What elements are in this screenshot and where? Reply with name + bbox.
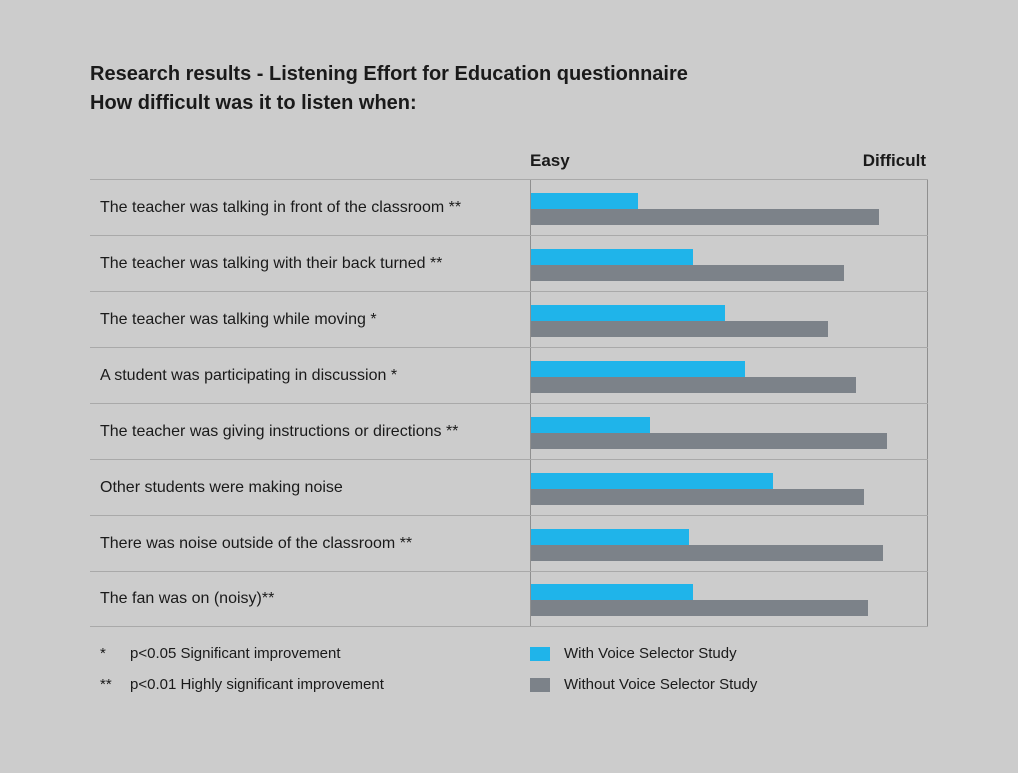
- bar-without: [531, 545, 883, 561]
- chart-footer: * p<0.05 Significant improvement ** p<0.01 …: [90, 645, 928, 707]
- footnote-text: p<0.01 Highly significant improvement: [130, 676, 384, 693]
- footnote: ** p<0.01 Highly significant improvement: [100, 676, 530, 693]
- footnote-mark: **: [100, 676, 120, 693]
- bar-with: [531, 249, 693, 265]
- axis-row: Easy Difficult: [530, 151, 928, 171]
- chart-row: Other students were making noise: [90, 459, 928, 515]
- row-label: The teacher was talking while moving *: [90, 292, 530, 347]
- chart-row: The teacher was talking with their back …: [90, 235, 928, 291]
- row-label: Other students were making noise: [90, 460, 530, 515]
- legend-item: Without Voice Selector Study: [530, 676, 928, 693]
- row-bars: [530, 460, 928, 515]
- legend-swatch: [530, 678, 550, 692]
- row-bars: [530, 292, 928, 347]
- legend: With Voice Selector Study Without Voice S…: [530, 645, 928, 707]
- bar-without: [531, 321, 828, 337]
- footnote-mark: *: [100, 645, 120, 662]
- row-label: The teacher was talking in front of the …: [90, 180, 530, 235]
- axis-left-label: Easy: [530, 151, 570, 171]
- legend-label: With Voice Selector Study: [564, 645, 737, 662]
- footnote: * p<0.05 Significant improvement: [100, 645, 530, 662]
- row-label: A student was participating in discussio…: [90, 348, 530, 403]
- bar-with: [531, 473, 773, 489]
- row-label: The teacher was giving instructions or d…: [90, 404, 530, 459]
- bar-without: [531, 489, 864, 505]
- legend-swatch: [530, 647, 550, 661]
- footnote-text: p<0.05 Significant improvement: [130, 645, 341, 662]
- row-bars: [530, 348, 928, 403]
- chart-container: Research results - Listening Effort for …: [0, 0, 1018, 747]
- bar-without: [531, 433, 887, 449]
- row-bars: [530, 236, 928, 291]
- chart-subtitle: How difficult was it to listen when:: [90, 92, 928, 115]
- chart-rows: The teacher was talking in front of the …: [90, 179, 928, 627]
- bar-with: [531, 361, 745, 377]
- chart-row: There was noise outside of the classroom…: [90, 515, 928, 571]
- axis-right-label: Difficult: [863, 151, 926, 171]
- footnotes: * p<0.05 Significant improvement ** p<0.01 …: [90, 645, 530, 707]
- chart-title: Research results - Listening Effort for …: [90, 58, 928, 90]
- axis-labels: Easy Difficult: [90, 151, 928, 171]
- bar-with: [531, 417, 650, 433]
- axis-spacer: [90, 151, 530, 171]
- row-label: There was noise outside of the classroom…: [90, 516, 530, 571]
- row-label: The fan was on (noisy)**: [90, 572, 530, 626]
- row-label: The teacher was talking with their back …: [90, 236, 530, 291]
- chart-row: The teacher was giving instructions or d…: [90, 403, 928, 459]
- row-bars: [530, 516, 928, 571]
- row-bars: [530, 404, 928, 459]
- legend-label: Without Voice Selector Study: [564, 676, 757, 693]
- row-bars: [530, 180, 928, 235]
- bar-with: [531, 193, 638, 209]
- bar-without: [531, 265, 844, 281]
- legend-item: With Voice Selector Study: [530, 645, 928, 662]
- bar-without: [531, 377, 856, 393]
- bar-with: [531, 305, 725, 321]
- bar-with: [531, 584, 693, 600]
- row-bars: [530, 572, 928, 626]
- bar-without: [531, 600, 868, 616]
- chart-row: The teacher was talking while moving *: [90, 291, 928, 347]
- chart-row: A student was participating in discussio…: [90, 347, 928, 403]
- chart-area: Easy Difficult The teacher was talking i…: [90, 151, 928, 627]
- bar-without: [531, 209, 879, 225]
- chart-row: The fan was on (noisy)**: [90, 571, 928, 627]
- bar-with: [531, 529, 689, 545]
- chart-row: The teacher was talking in front of the …: [90, 179, 928, 235]
